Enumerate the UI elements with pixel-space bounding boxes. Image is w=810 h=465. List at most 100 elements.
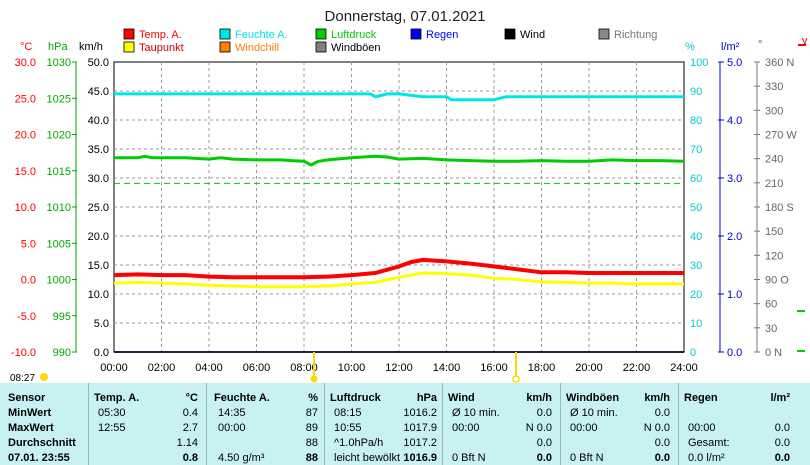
table-cell-note: Ø 10 min.	[452, 407, 500, 419]
table-column-separator	[206, 383, 207, 465]
speed-tick-label: 35.0	[88, 144, 109, 156]
rain-tick-label: 0.0	[727, 347, 742, 359]
table-cell-note: 14:35	[218, 407, 246, 419]
speed-tick-label: 50.0	[88, 57, 109, 69]
hum-tick-label: 60	[690, 173, 702, 185]
series-line-3	[114, 154, 685, 167]
table-cell-note: 05:30	[98, 407, 126, 419]
legend-label: Taupunkt	[139, 42, 184, 54]
series-layer	[113, 92, 685, 353]
temp-tick-label: 20.0	[15, 130, 36, 142]
table-cell-note: 10:55	[334, 422, 362, 434]
axis-unit-extra: v	[802, 35, 808, 47]
dir-tick-label: 330	[765, 81, 783, 93]
legend-swatch	[315, 28, 327, 40]
rain-tick-label: 5.0	[727, 57, 742, 69]
press-tick-label: 990	[53, 347, 71, 359]
speed-tick-label: 25.0	[88, 202, 109, 214]
table-cell-note: 00:00	[688, 422, 716, 434]
table-cell-value: 0.0	[654, 452, 670, 464]
axis-unit-hum: %	[685, 41, 695, 53]
press-tick-label: 1000	[47, 275, 71, 287]
speed-tick-label: 15.0	[88, 260, 109, 272]
temp-tick-label: 30.0	[15, 57, 36, 69]
table-cell-value: 88	[305, 437, 318, 449]
series-line-0	[113, 257, 684, 280]
press-tick-label: 1030	[47, 57, 71, 69]
speed-tick-label: 45.0	[88, 86, 109, 98]
legend-label: Luftdruck	[331, 29, 377, 41]
table-header-unit: km/h	[526, 392, 552, 404]
speed-tick-label: 5.0	[94, 318, 109, 330]
legend-label: Richtung	[614, 29, 657, 41]
table-header: Windböen	[566, 392, 620, 404]
hum-tick-label: 0	[690, 347, 696, 359]
dir-tick-label: 120	[765, 250, 783, 262]
rain-tick-label: 3.0	[727, 173, 742, 185]
x-tick-label: 12:00	[385, 362, 413, 374]
legend-swatch	[123, 28, 135, 40]
table-cell-value: 0.0	[536, 452, 552, 464]
axis-unit-temp: °C	[20, 41, 32, 53]
legend-label: Temp. A.	[139, 29, 182, 41]
table-cell-note: 08:15	[334, 407, 362, 419]
speed-tick-label: 0.0	[94, 347, 109, 359]
table-cell-note: Ø 10 min.	[570, 407, 618, 419]
axis-unit-press: hPa	[48, 41, 68, 53]
legend-label: Windchill	[235, 42, 279, 54]
temp-tick-label: 10.0	[15, 202, 36, 214]
legend-label: Windböen	[331, 42, 381, 54]
table-header: Feuchte A.	[214, 392, 270, 404]
table-cell-value: 1.14	[176, 437, 198, 449]
rain-tick-label: 4.0	[727, 115, 742, 127]
table-cell-value: 0.0	[654, 407, 670, 419]
table-cell-value: 0.0	[774, 437, 790, 449]
dir-tick-label: 210	[765, 178, 783, 190]
dir-tick-label: 240	[765, 154, 783, 166]
legend-swatch	[598, 28, 610, 40]
table-cell-note: 12:55	[98, 422, 126, 434]
table-column-separator	[678, 383, 679, 465]
rain-tick-label: 1.0	[727, 289, 742, 301]
table-row-label: MaxWert	[8, 422, 54, 434]
x-tick-label: 14:00	[433, 362, 461, 374]
table-cell-note: 00:00	[452, 422, 480, 434]
dir-tick-label: 180 S	[765, 202, 794, 214]
right-axes: 10090807060504030201005.04.03.02.01.00.0…	[690, 57, 797, 359]
x-tick-label: 00:00	[100, 362, 128, 374]
table-header-unit: °C	[185, 392, 198, 404]
sun-icon	[40, 373, 48, 381]
table-cell-value: 89	[305, 422, 318, 434]
table-cell-note: ^1.0hPa/h	[334, 437, 384, 449]
table-cell-note: 0 Bft N	[452, 452, 486, 464]
temp-tick-label: 0.0	[21, 275, 36, 287]
temp-tick-label: 25.0	[15, 93, 36, 105]
axis-unit-speed: km/h	[79, 41, 103, 53]
axis-units: °C hPa km/h% l/m² ° v	[20, 35, 808, 53]
table-header-unit: km/h	[644, 392, 670, 404]
table-header: Sensor	[8, 392, 46, 404]
table-cell-value: 87	[305, 407, 318, 419]
dir-tick-label: 360 N	[765, 57, 794, 69]
series-line-1	[113, 271, 684, 289]
rain-tick-label: 2.0	[727, 231, 742, 243]
x-tick-label: 22:00	[623, 362, 651, 374]
table-cell-value: N 0.0	[643, 422, 670, 434]
table-header-unit: hPa	[416, 392, 437, 404]
axis-unit-rain: l/m²	[721, 41, 740, 53]
table-cell-value: 0.0	[536, 407, 552, 419]
press-tick-label: 1025	[47, 93, 71, 105]
speed-tick-label: 10.0	[88, 289, 109, 301]
table-header-unit: l/m²	[770, 392, 790, 404]
legend-swatch	[219, 28, 231, 40]
table-cell-value: 1017.2	[403, 437, 437, 449]
grid	[114, 62, 684, 352]
hum-tick-label: 20	[690, 289, 702, 301]
legend-label: Wind	[520, 29, 545, 41]
hum-tick-label: 30	[690, 260, 702, 272]
sunset-marker	[512, 352, 520, 383]
weather-chart: Donnerstag, 07.01.2021 Temp. A. Feuchte A…	[10, 8, 808, 383]
table-header: Wind	[448, 392, 475, 404]
table-column-separator	[560, 383, 561, 465]
table-header-unit: %	[308, 392, 318, 404]
